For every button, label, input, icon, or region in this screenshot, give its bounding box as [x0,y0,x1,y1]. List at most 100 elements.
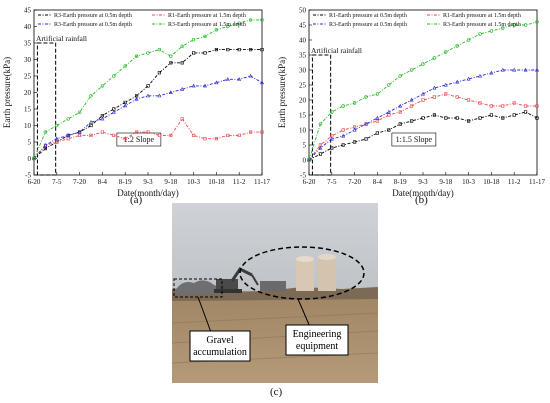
series-line [33,75,263,159]
y-tick-label: 25 [24,73,32,81]
gravel-pile [175,280,224,295]
photo-label-line: equipment [296,341,338,352]
x-axis-label: Date(month/day) [117,188,178,198]
data-point [157,47,162,52]
data-point [123,103,128,108]
data-point [387,128,391,132]
data-point [191,37,196,42]
data-point [329,136,334,141]
data-point [203,34,207,39]
x-tick-label: 6-20 [28,178,41,186]
x-tick-label: 10-3 [187,178,200,186]
data-point [512,101,516,105]
data-point [146,130,150,134]
y-tick-label: 20 [24,89,32,97]
data-point [398,74,402,78]
data-point [214,28,219,32]
data-point [467,98,471,102]
data-point [489,104,494,108]
data-point [318,122,323,126]
series-line [33,118,262,159]
data-point [123,64,127,68]
data-point [421,62,425,66]
data-point [202,83,208,88]
data-point [214,137,219,141]
equipment-highlight-ellipse [239,246,365,300]
equipment-label-box [285,324,349,356]
data-point [248,18,253,22]
x-tick-label: 7-5 [327,178,337,186]
data-point [203,137,207,141]
data-point [420,91,426,96]
legend-label: R3-Earth pressure at 1.5m depth [443,22,521,28]
rainfall-box [36,42,57,176]
data-point [352,127,357,132]
machinery [260,281,286,291]
data-point [501,26,505,30]
data-point [135,130,139,134]
data-point [512,113,516,117]
data-point [180,86,185,91]
data-point [398,110,402,114]
data-point [89,123,93,128]
data-point [66,133,71,137]
data-point [89,94,93,98]
data-point [478,101,482,105]
data-point [100,130,104,134]
equipment-leader-line [297,298,311,328]
data-point [89,133,93,138]
data-point [191,83,196,88]
rainfall-label: Artificial rainfall [311,46,362,55]
data-point [134,96,139,101]
data-point [489,113,494,117]
data-point [100,84,105,88]
data-point [363,121,369,126]
data-point [375,115,380,120]
gravel-leader-line [197,296,213,336]
data-point [88,119,94,124]
data-point [489,29,494,33]
data-point [398,122,402,126]
data-point [237,21,241,25]
data-point [157,93,162,98]
data-point [66,117,70,121]
data-point [180,44,184,48]
legend-label: R1-Earth pressure at 0.5m depth [329,13,407,19]
data-point [43,130,48,134]
data-point [180,61,184,65]
data-point [260,18,264,22]
x-axis-label: Date(month/day) [392,188,453,198]
x-tick-label: 8-4 [373,178,383,186]
rainfall-label: Artificial rainfall [36,34,87,43]
x-tick-label: 8-19 [119,178,132,186]
slope-label: 1:1.5 Slope [396,135,433,144]
data-point [226,24,230,29]
rainfall-box [311,54,332,176]
slope-label-box [116,132,162,147]
x-tick-label: 11-17 [529,178,546,186]
data-point [225,77,230,81]
y-tick-label: 40 [24,23,32,31]
y-tick-label: 15 [299,112,307,120]
series-line [33,19,262,159]
x-tick-label: 9-3 [418,178,428,186]
data-point [375,131,379,135]
data-point [387,113,391,117]
y-tick-label: 5 [303,142,307,150]
gravel-label-box [189,330,251,362]
data-point [134,54,139,58]
data-point [443,82,448,87]
data-point [169,61,173,65]
data-point [55,140,59,144]
data-point [192,51,196,55]
y-tick-label: 35 [299,52,307,60]
data-point [523,67,528,72]
y-tick-label: 40 [299,37,307,45]
x-tick-label: 6-20 [303,178,316,186]
data-point [146,51,150,55]
data-point [43,143,48,147]
data-point [386,109,391,114]
data-point [444,116,448,120]
data-point [249,130,253,134]
data-point [341,143,345,147]
